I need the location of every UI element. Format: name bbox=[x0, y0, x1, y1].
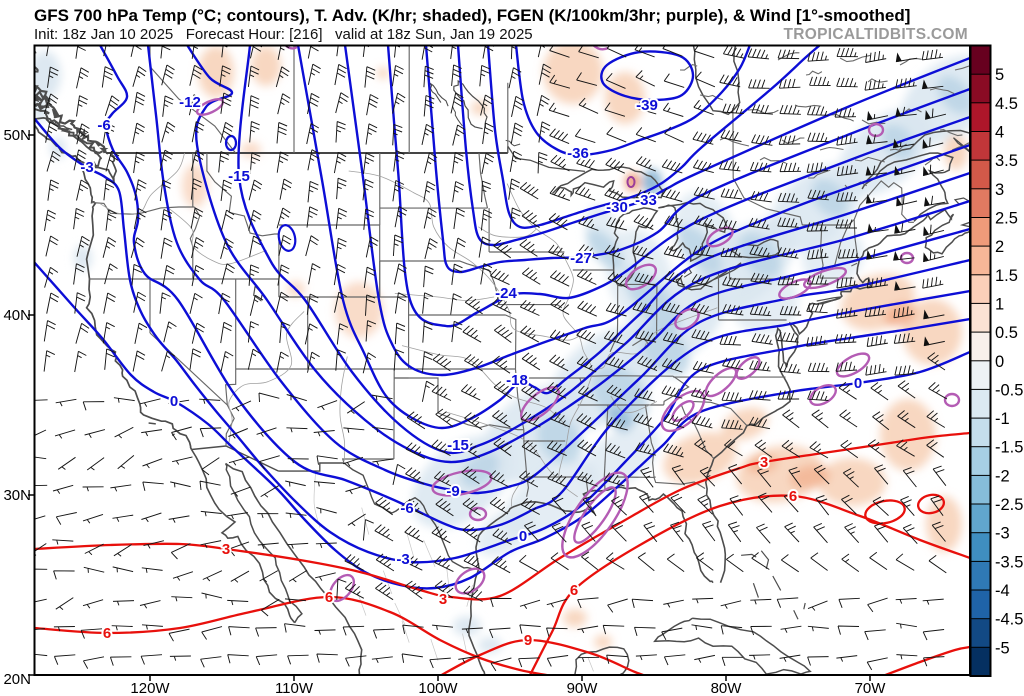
svg-text:90W: 90W bbox=[567, 680, 599, 696]
svg-text:2.5: 2.5 bbox=[995, 210, 1018, 228]
svg-text:6: 6 bbox=[103, 625, 111, 642]
svg-text:3.5: 3.5 bbox=[995, 152, 1018, 170]
svg-text:-6: -6 bbox=[97, 117, 110, 134]
svg-text:0: 0 bbox=[519, 528, 527, 545]
svg-text:4.5: 4.5 bbox=[995, 95, 1018, 113]
svg-text:-3.5: -3.5 bbox=[995, 553, 1023, 571]
svg-text:0.5: 0.5 bbox=[995, 324, 1018, 342]
svg-text:70W: 70W bbox=[855, 680, 887, 696]
svg-text:-15: -15 bbox=[447, 437, 469, 454]
svg-text:-2.5: -2.5 bbox=[995, 496, 1023, 514]
svg-text:-33: -33 bbox=[635, 192, 657, 209]
svg-text:3: 3 bbox=[995, 181, 1004, 199]
svg-text:-9: -9 bbox=[446, 483, 459, 500]
svg-text:3: 3 bbox=[760, 454, 768, 471]
svg-text:3: 3 bbox=[439, 591, 447, 608]
svg-text:2: 2 bbox=[995, 238, 1004, 256]
svg-text:120W: 120W bbox=[130, 680, 170, 696]
svg-text:-1: -1 bbox=[995, 410, 1010, 428]
svg-text:30N: 30N bbox=[3, 487, 31, 504]
svg-text:-30: -30 bbox=[606, 199, 628, 216]
svg-text:110W: 110W bbox=[275, 680, 314, 696]
svg-text:3: 3 bbox=[222, 541, 230, 558]
svg-text:-15: -15 bbox=[228, 168, 250, 185]
svg-text:100W: 100W bbox=[418, 680, 458, 696]
svg-text:-2: -2 bbox=[995, 467, 1010, 485]
svg-text:-4: -4 bbox=[995, 582, 1010, 600]
svg-text:20N: 20N bbox=[3, 671, 31, 688]
svg-text:-3: -3 bbox=[995, 525, 1010, 543]
svg-text:0: 0 bbox=[995, 353, 1004, 371]
svg-text:-0.5: -0.5 bbox=[995, 381, 1023, 399]
svg-text:-12: -12 bbox=[179, 94, 201, 111]
svg-text:0: 0 bbox=[854, 375, 862, 392]
svg-text:6: 6 bbox=[325, 589, 333, 606]
svg-text:-5: -5 bbox=[995, 639, 1010, 657]
svg-text:6: 6 bbox=[570, 582, 578, 599]
svg-text:1.5: 1.5 bbox=[995, 267, 1018, 285]
svg-text:GFS 700 hPa Temp (°C; contours: GFS 700 hPa Temp (°C; contours), T. Adv.… bbox=[34, 6, 910, 25]
svg-text:1: 1 bbox=[995, 295, 1004, 313]
svg-text:-18: -18 bbox=[506, 372, 528, 389]
svg-text:50N: 50N bbox=[3, 127, 31, 144]
svg-text:-6: -6 bbox=[400, 500, 413, 517]
svg-text:-27: -27 bbox=[570, 250, 592, 267]
svg-text:TROPICALTIDBITS.COM: TROPICALTIDBITS.COM bbox=[783, 26, 968, 43]
svg-text:6: 6 bbox=[789, 488, 797, 505]
svg-text:0: 0 bbox=[170, 393, 178, 410]
svg-text:-3: -3 bbox=[396, 551, 409, 568]
svg-text:9: 9 bbox=[524, 632, 532, 649]
svg-text:-1.5: -1.5 bbox=[995, 439, 1023, 457]
svg-text:80W: 80W bbox=[711, 680, 743, 696]
svg-text:5: 5 bbox=[995, 66, 1004, 84]
svg-text:-4.5: -4.5 bbox=[995, 611, 1023, 629]
svg-text:-24: -24 bbox=[495, 285, 517, 302]
svg-text:-3: -3 bbox=[80, 159, 93, 176]
svg-text:4: 4 bbox=[995, 124, 1004, 142]
svg-text:-36: -36 bbox=[567, 145, 589, 162]
svg-text:40N: 40N bbox=[3, 307, 31, 324]
svg-text:-39: -39 bbox=[636, 97, 658, 114]
svg-text:Init: 18z Jan 10 2025 Foreca: Init: 18z Jan 10 2025 Forecast Hour: [21… bbox=[34, 26, 533, 43]
